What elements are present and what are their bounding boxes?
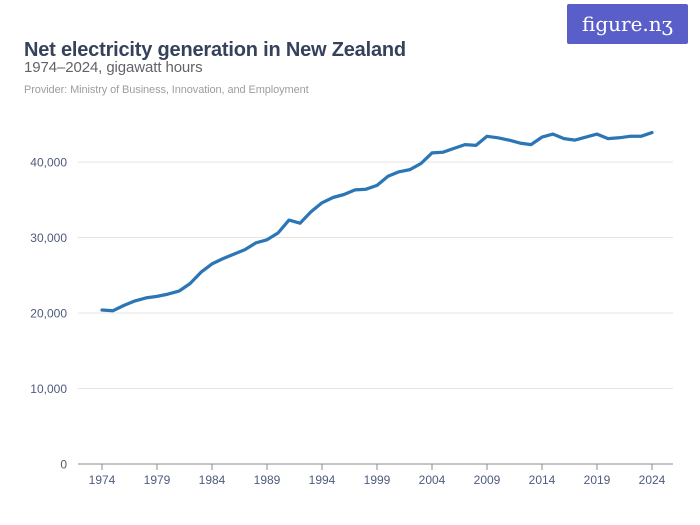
x-axis-label: 1974 xyxy=(89,473,116,487)
x-axis-label: 1999 xyxy=(364,473,391,487)
x-axis-label: 1989 xyxy=(254,473,281,487)
chart-subtitle: 1974–2024, gigawatt hours xyxy=(24,59,203,76)
figure-nz-logo[interactable]: figure.nʒ xyxy=(567,4,688,44)
figure-nz-logo-text: figure.nʒ xyxy=(582,12,673,36)
y-axis-label: 40,000 xyxy=(30,156,67,170)
x-axis-label: 1994 xyxy=(309,473,336,487)
y-axis-label: 10,000 xyxy=(30,382,67,396)
x-axis-label: 2019 xyxy=(584,473,611,487)
y-axis-label: 20,000 xyxy=(30,307,67,321)
x-axis-label: 2014 xyxy=(529,473,556,487)
x-axis-label: 2024 xyxy=(639,473,666,487)
x-axis-label: 2009 xyxy=(474,473,501,487)
x-axis-label: 1979 xyxy=(144,473,171,487)
x-axis-label: 2004 xyxy=(419,473,446,487)
x-axis-label: 1984 xyxy=(199,473,226,487)
y-axis-label: 0 xyxy=(60,458,67,472)
y-axis-label: 30,000 xyxy=(30,231,67,245)
provider-attribution: Provider: Ministry of Business, Innovati… xyxy=(24,84,309,96)
data-line-net-generation xyxy=(100,130,654,313)
page-title: Net electricity generation in New Zealan… xyxy=(24,39,406,62)
